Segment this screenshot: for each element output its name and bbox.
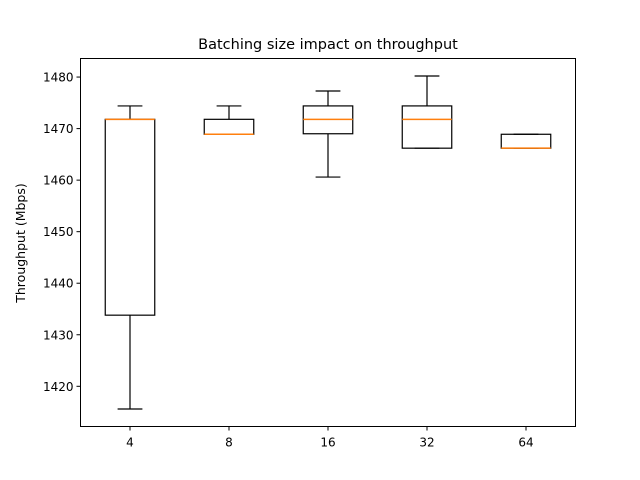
y-tick-label: 1470 [43,122,74,136]
y-tick-label: 1460 [43,174,74,188]
x-tick-label: 32 [419,436,434,450]
x-tick-label: 16 [320,436,335,450]
y-tick-label: 1480 [43,71,74,85]
x-tick-label: 8 [225,436,233,450]
y-tick-label: 1450 [43,225,74,239]
plot-frame [80,58,576,427]
y-axis-label: Throughput (Mbps) [13,183,28,304]
plot-area: 1420 1430 1440 1450 1460 1470 1480 4 8 16 32 64 [43,71,552,450]
y-tick-label: 1440 [43,277,74,291]
y-tick-label: 1420 [43,380,74,394]
y-tick-label: 1430 [43,328,74,342]
chart-title: Batching size impact on throughput [198,37,458,53]
x-tick-label: 4 [126,436,134,450]
iqr-box [401,105,453,149]
x-tick-label: 64 [518,436,533,450]
